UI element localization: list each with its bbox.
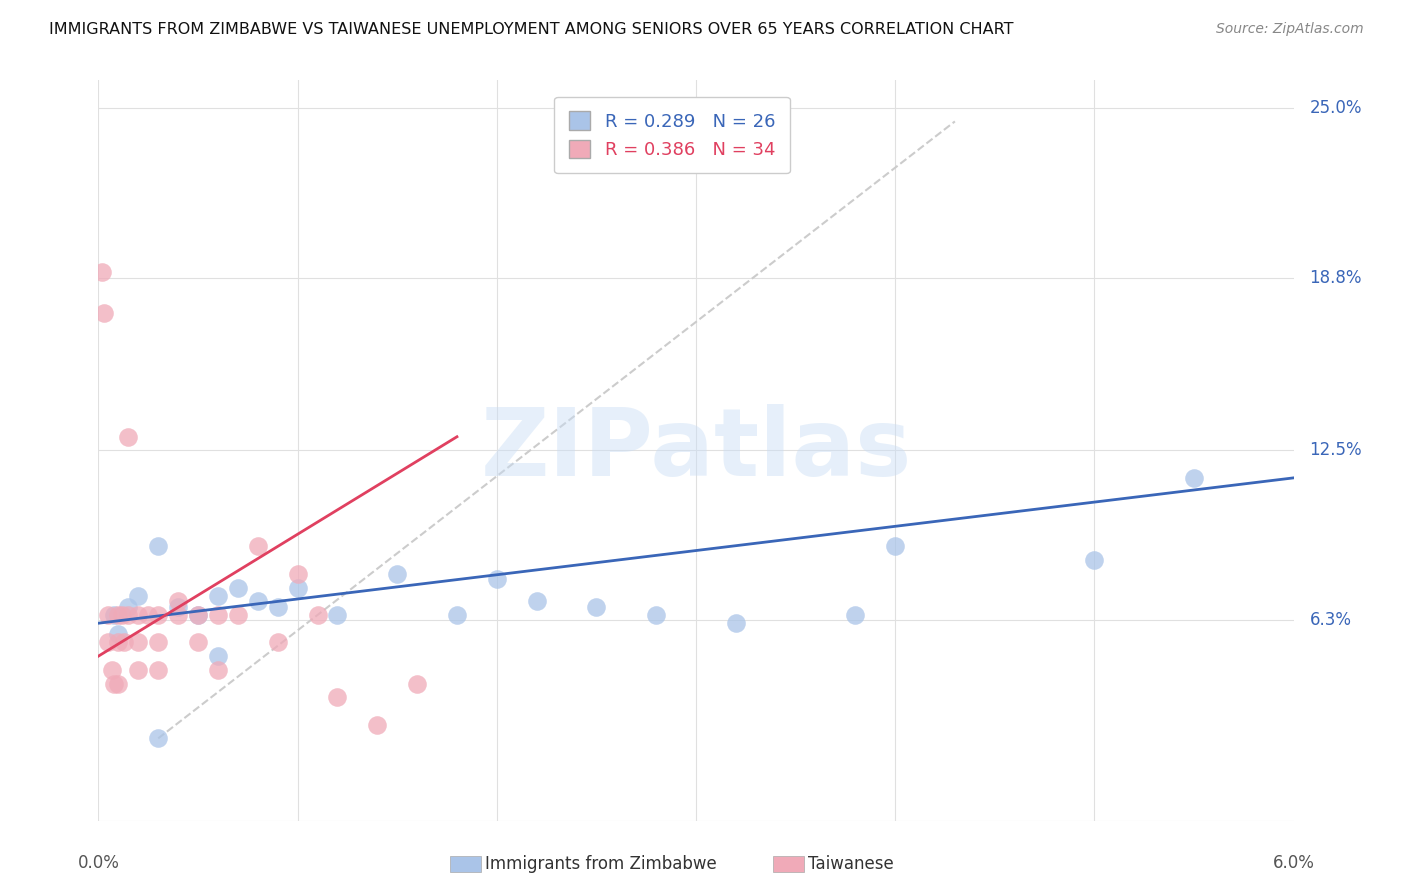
Point <box>366 717 388 731</box>
Point <box>207 607 229 622</box>
Point <box>107 676 129 690</box>
Text: 6.3%: 6.3% <box>1309 612 1351 630</box>
Point <box>127 607 149 622</box>
Point <box>267 599 290 614</box>
Point <box>93 306 115 320</box>
Point <box>1083 553 1105 567</box>
Point <box>107 607 129 622</box>
Point <box>287 581 309 595</box>
Point <box>103 607 125 622</box>
Point <box>117 607 139 622</box>
Point <box>844 607 866 622</box>
Point <box>307 607 329 622</box>
Point <box>167 594 190 608</box>
Text: 18.8%: 18.8% <box>1309 268 1362 286</box>
Point <box>267 635 290 649</box>
Point <box>326 607 349 622</box>
Legend: R = 0.289   N = 26, R = 0.386   N = 34: R = 0.289 N = 26, R = 0.386 N = 34 <box>554 96 790 173</box>
Point <box>167 599 190 614</box>
Text: 0.0%: 0.0% <box>77 854 120 871</box>
Point <box>117 430 139 444</box>
Point <box>485 572 508 586</box>
Point <box>107 627 129 641</box>
Point <box>127 589 149 603</box>
Point <box>207 589 229 603</box>
Point <box>526 594 548 608</box>
Point <box>1182 471 1205 485</box>
Point <box>187 607 209 622</box>
Text: Taiwanese: Taiwanese <box>808 855 894 873</box>
Text: IMMIGRANTS FROM ZIMBABWE VS TAIWANESE UNEMPLOYMENT AMONG SENIORS OVER 65 YEARS C: IMMIGRANTS FROM ZIMBABWE VS TAIWANESE UN… <box>49 22 1014 37</box>
Point <box>406 676 429 690</box>
Point <box>226 607 249 622</box>
Point <box>246 594 269 608</box>
Point <box>127 635 149 649</box>
Point <box>117 599 139 614</box>
Point <box>107 635 129 649</box>
Point <box>148 635 170 649</box>
Text: Immigrants from Zimbabwe: Immigrants from Zimbabwe <box>485 855 717 873</box>
Point <box>97 607 120 622</box>
Point <box>148 731 170 746</box>
Point <box>112 635 135 649</box>
Point <box>91 265 114 279</box>
Point <box>103 676 125 690</box>
Text: Source: ZipAtlas.com: Source: ZipAtlas.com <box>1216 22 1364 37</box>
Point <box>724 616 747 631</box>
Text: 25.0%: 25.0% <box>1309 99 1362 117</box>
Point <box>326 690 349 705</box>
Point <box>148 607 170 622</box>
Point <box>187 607 209 622</box>
Point <box>226 581 249 595</box>
Text: 6.0%: 6.0% <box>1272 854 1315 871</box>
Point <box>207 649 229 664</box>
Point <box>97 635 120 649</box>
Point <box>136 607 159 622</box>
Point <box>127 663 149 677</box>
Point <box>148 540 170 554</box>
Point <box>207 663 229 677</box>
Point <box>446 607 468 622</box>
Point <box>645 607 668 622</box>
Text: ZIPatlas: ZIPatlas <box>481 404 911 497</box>
Point <box>585 599 607 614</box>
Point <box>287 566 309 581</box>
Text: 12.5%: 12.5% <box>1309 442 1362 459</box>
Point <box>111 607 134 622</box>
Point <box>385 566 409 581</box>
Point <box>101 663 124 677</box>
Point <box>148 663 170 677</box>
Point <box>246 540 269 554</box>
Point <box>187 635 209 649</box>
Point <box>167 607 190 622</box>
Point <box>884 540 907 554</box>
